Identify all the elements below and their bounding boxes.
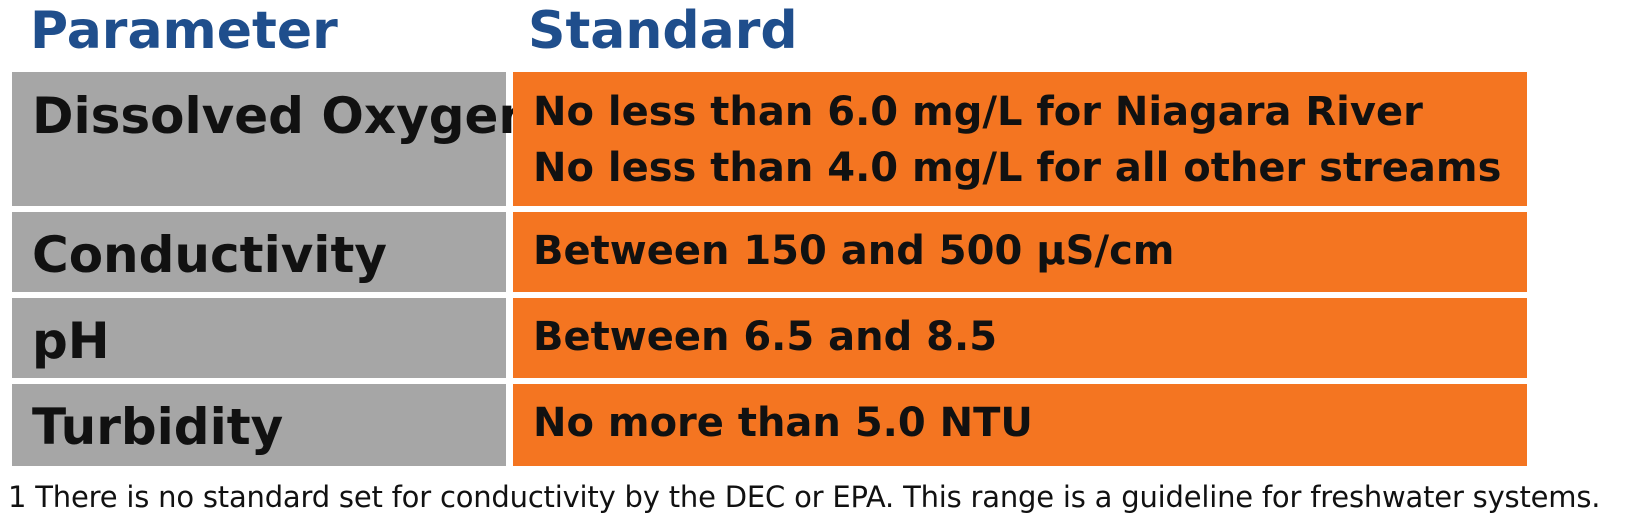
header-parameter: Parameter — [30, 1, 338, 61]
parameter-cell: Dissolved Oxygen — [12, 72, 535, 206]
standard-cell: Between 150 and 500 µS/cm — [513, 212, 1527, 292]
header-standard: Standard — [528, 1, 798, 61]
parameter-label: Turbidity — [32, 398, 284, 456]
parameter-label-wrap: Conductivity1 — [32, 220, 506, 360]
standard-line: Between 6.5 and 8.5 — [533, 314, 998, 360]
standard-cell: No more than 5.0 NTU — [513, 384, 1527, 466]
parameter-label: pH — [32, 312, 110, 370]
standard-cell: No less than 6.0 mg/L for Niagara River … — [513, 72, 1527, 206]
parameter-cell: Turbidity — [12, 384, 506, 466]
parameter-label: Dissolved Oxygen — [32, 87, 535, 145]
table-row: Conductivity1 Between 150 and 500 µS/cm — [12, 212, 1527, 323]
footnote: 1 There is no standard set for conductiv… — [8, 480, 1601, 514]
standard-cell: Between 6.5 and 8.5 — [513, 298, 1527, 378]
parameter-label: Conductivity — [32, 226, 387, 284]
table-row: Dissolved Oxygen No less than 6.0 mg/L f… — [12, 72, 1527, 206]
table-row: Turbidity No more than 5.0 NTU — [12, 384, 1527, 466]
standard-line: No less than 4.0 mg/L for all other stre… — [533, 145, 1502, 191]
table-row: pH Between 6.5 and 8.5 — [12, 298, 1527, 378]
parameter-cell: pH — [12, 298, 506, 378]
standard-line: Between 150 and 500 µS/cm — [533, 228, 1175, 274]
parameter-cell: Conductivity1 — [12, 212, 506, 323]
standard-line: No less than 6.0 mg/L for Niagara River — [533, 89, 1423, 135]
standard-line: No more than 5.0 NTU — [533, 400, 1033, 446]
